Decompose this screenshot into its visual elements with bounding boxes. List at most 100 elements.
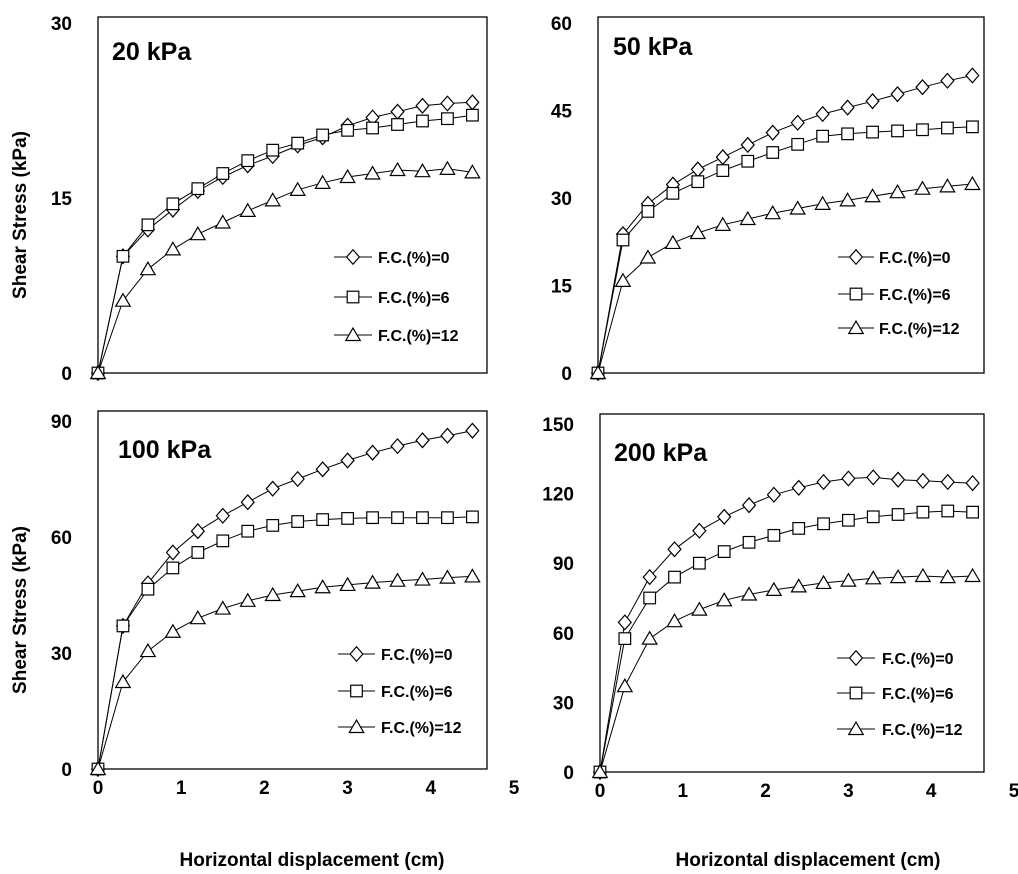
data-point xyxy=(239,202,257,217)
data-point xyxy=(391,118,404,131)
data-point xyxy=(766,146,780,159)
series-triangle xyxy=(89,160,481,380)
legend: F.C.(%)=0 F.C.(%)=6 F.C.(%)=12 xyxy=(837,649,963,739)
panel-title: 100 kPa xyxy=(118,436,212,464)
panel-3: 0 30 60 90 0 1 2 3 4 5 100 kPa Shear Stress (kPa) Ho… xyxy=(10,410,520,871)
data-point xyxy=(790,114,805,131)
data-point xyxy=(591,763,609,779)
data-point xyxy=(440,427,455,444)
series-square xyxy=(91,108,479,380)
data-point xyxy=(89,364,107,380)
data-point xyxy=(964,567,981,583)
series-line xyxy=(97,114,473,374)
plot-frame xyxy=(97,16,488,374)
x-tick-label: 3 xyxy=(843,781,854,802)
legend-marker xyxy=(848,248,864,266)
y-tick-label: 0 xyxy=(563,763,574,784)
data-point xyxy=(691,601,708,616)
data-point xyxy=(165,544,181,561)
data-point xyxy=(290,470,305,488)
data-point xyxy=(816,129,830,143)
legend-label: F.C.(%)=0 xyxy=(882,651,954,668)
legend-label: F.C.(%)=0 xyxy=(381,647,453,664)
legend: F.C.(%)=0 F.C.(%)=6 F.C.(%)=12 xyxy=(338,645,462,737)
y-tick-label: 120 xyxy=(542,485,574,506)
data-point xyxy=(643,591,657,605)
data-point xyxy=(617,614,633,631)
plot-frame xyxy=(599,413,985,773)
x-axis-label: Horizontal displacement (cm) xyxy=(676,850,941,871)
y-tick-label: 60 xyxy=(551,14,572,35)
data-point xyxy=(365,444,380,461)
data-point xyxy=(914,567,932,583)
series-square xyxy=(591,120,979,380)
data-point xyxy=(414,571,431,586)
data-point xyxy=(139,261,157,276)
data-point xyxy=(114,673,132,689)
data-point xyxy=(466,108,479,122)
data-point xyxy=(139,642,157,658)
data-point xyxy=(915,79,930,96)
y-tick-label: 15 xyxy=(551,277,573,298)
legend-marker xyxy=(849,686,863,700)
data-point xyxy=(316,128,330,142)
data-point xyxy=(767,528,781,542)
data-point xyxy=(214,214,232,229)
data-point xyxy=(314,579,331,594)
x-tick-label: 0 xyxy=(93,778,104,799)
data-point xyxy=(939,178,956,193)
data-point xyxy=(364,574,381,589)
data-point xyxy=(965,67,980,84)
data-point xyxy=(814,195,831,210)
data-point xyxy=(841,127,854,141)
legend-marker xyxy=(348,718,365,734)
data-point xyxy=(940,72,955,89)
data-point xyxy=(364,165,381,180)
y-tick-label: 45 xyxy=(551,102,573,123)
data-point xyxy=(841,513,855,527)
data-point xyxy=(866,125,879,139)
panel-4: 0 30 60 90 120 150 0 1 2 3 4 5 200 kPa Horizontal dis… xyxy=(542,413,1018,871)
legend-marker xyxy=(346,290,360,304)
data-point xyxy=(668,570,681,584)
data-point xyxy=(715,149,730,166)
data-point xyxy=(216,167,230,180)
data-point xyxy=(864,570,882,585)
data-point xyxy=(717,508,732,525)
data-point xyxy=(816,473,831,491)
data-point xyxy=(415,97,430,114)
panel-title: 20 kPa xyxy=(112,38,192,66)
data-point xyxy=(915,472,931,489)
plot-frame xyxy=(97,410,488,770)
x-axis-label: Horizontal displacement (cm) xyxy=(180,850,445,871)
data-point xyxy=(266,518,280,532)
series-triangle xyxy=(589,175,981,380)
data-point xyxy=(791,137,805,151)
data-point xyxy=(940,473,955,491)
data-point xyxy=(341,512,354,525)
data-point xyxy=(166,561,180,575)
data-point xyxy=(340,452,355,469)
data-point xyxy=(241,154,255,168)
data-point xyxy=(389,572,406,587)
plot-frame xyxy=(597,16,985,374)
y-axis-label: Shear Stress (kPa) xyxy=(10,526,31,694)
legend-marker xyxy=(847,319,865,335)
data-point xyxy=(941,121,954,135)
data-point xyxy=(116,249,130,263)
y-tick-label: 60 xyxy=(553,624,574,645)
y-tick-label: 90 xyxy=(553,554,574,575)
data-point xyxy=(891,508,905,521)
data-point xyxy=(216,534,230,548)
legend-label: F.C.(%)=12 xyxy=(879,321,960,338)
data-point xyxy=(691,175,705,189)
data-point xyxy=(914,180,931,195)
data-point xyxy=(941,504,955,518)
data-point xyxy=(840,572,857,587)
data-point xyxy=(666,186,680,200)
data-point xyxy=(441,112,454,126)
data-point xyxy=(741,154,755,168)
data-point xyxy=(239,592,257,607)
data-point xyxy=(214,600,232,615)
data-point xyxy=(866,469,881,486)
